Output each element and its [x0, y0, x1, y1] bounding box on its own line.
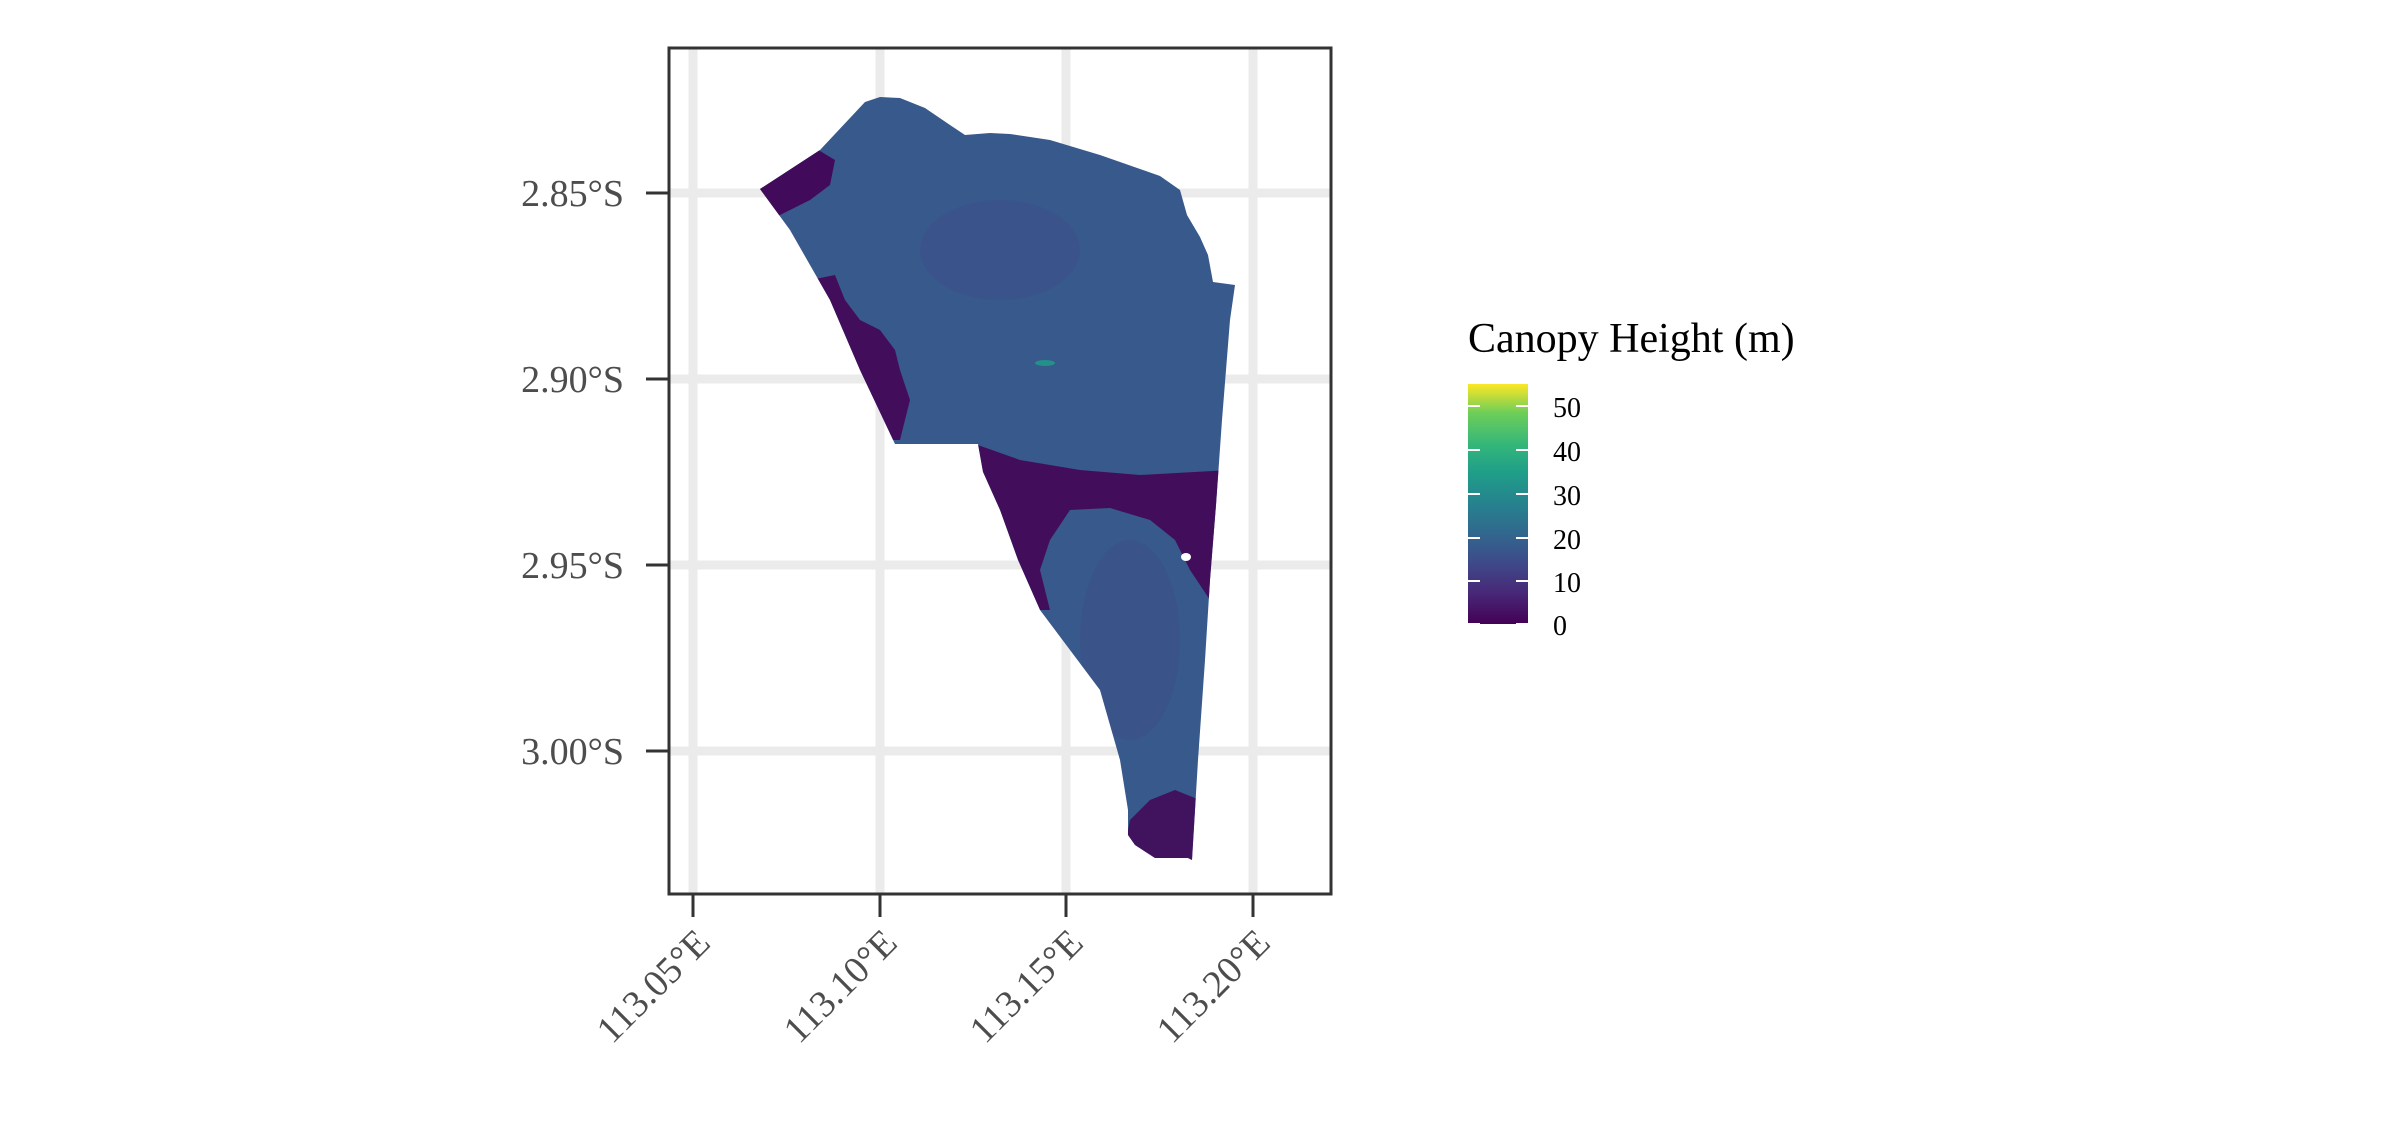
y-axis: 2.85°S 2.90°S 2.95°S 3.00°S: [521, 173, 669, 773]
mid-canopy-patch: [920, 200, 1080, 300]
legend-colorbar: [1468, 384, 1528, 624]
legend-label: 50: [1553, 393, 1581, 424]
legend-label: 20: [1553, 525, 1581, 556]
y-tick-label: 3.00°S: [521, 731, 624, 773]
x-tick-label: 113.20°E: [1149, 922, 1279, 1052]
low-canopy-northwest: [760, 148, 835, 220]
legend: Canopy Height (m) 50 40 30 20 10 0: [1468, 316, 1795, 642]
panel-border: [667, 46, 1333, 896]
no-data-gap: [1181, 553, 1191, 561]
mid-canopy-patch: [1080, 540, 1180, 740]
low-canopy-south: [1125, 790, 1200, 860]
legend-label: 40: [1553, 437, 1581, 468]
legend-label: 0: [1553, 611, 1567, 642]
x-tick-label: 113.05°E: [589, 922, 719, 1052]
low-canopy-band: [975, 444, 1230, 610]
x-axis: 113.05°E 113.10°E 113.15°E 113.20°E: [589, 894, 1279, 1052]
legend-ticks: [1468, 405, 1528, 625]
legend-label: 10: [1553, 568, 1581, 599]
mid-canopy-patch: [1035, 360, 1055, 366]
y-tick-label: 2.90°S: [521, 359, 624, 401]
legend-label: 30: [1553, 481, 1581, 512]
y-tick-label: 2.85°S: [521, 173, 624, 215]
legend-title: Canopy Height (m): [1468, 316, 1795, 362]
y-tick-label: 2.95°S: [521, 545, 624, 587]
x-tick-label: 113.10°E: [776, 922, 906, 1052]
canopy-raster: [760, 97, 1235, 860]
x-tick-label: 113.15°E: [962, 922, 1092, 1052]
